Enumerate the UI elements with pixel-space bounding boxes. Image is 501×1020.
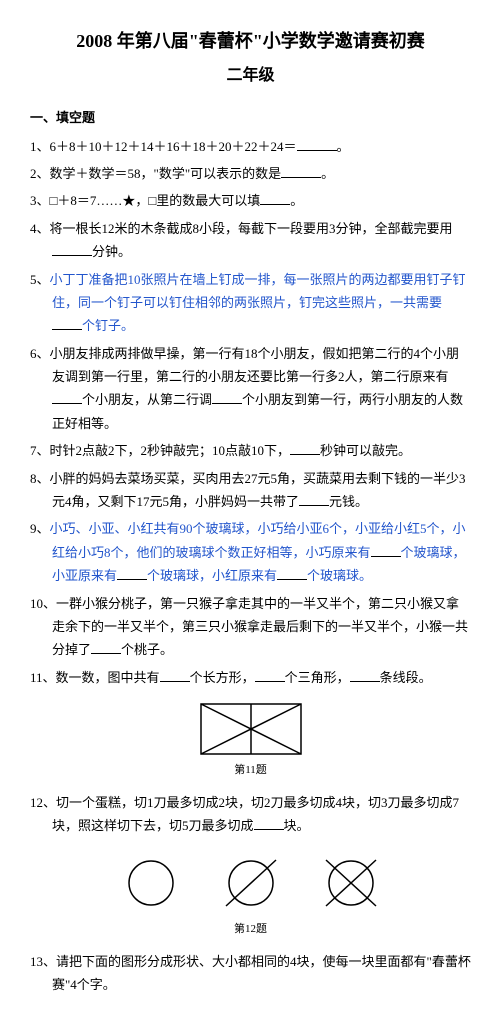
q4-text: 将一根长12米的木条截成8小段，每截下一段要用3分钟，全部截完要用 xyxy=(50,221,453,236)
q7-blank xyxy=(290,441,320,455)
q6-blank1 xyxy=(52,390,82,404)
q10: 一群小猴分桃子，第一只猴子拿走其中的一半又半个，第二只小猴又拿走余下的一半又半个… xyxy=(30,592,471,662)
q1: 6＋8＋10＋12＋14＋16＋18＋20＋22＋24＝。 xyxy=(30,135,471,158)
q10-tail: 个桃子。 xyxy=(121,642,173,657)
q9-blank1 xyxy=(371,543,401,557)
q6-text: 小朋友排成两排做早操，第一行有18个小朋友，假如把第二行的4个小朋友调到第一行里… xyxy=(50,346,460,384)
fig11-svg xyxy=(191,699,311,759)
fig11-caption: 第11题 xyxy=(52,761,471,781)
q12-blank xyxy=(254,816,284,830)
question-list: 6＋8＋10＋12＋14＋16＋18＋20＋22＋24＝。 数学＋数学＝58，"… xyxy=(30,135,471,997)
fig11-wrap: 第11题 xyxy=(52,699,471,781)
q8-text: 小胖的妈妈去菜场买菜，买肉用去27元5角，买蔬菜用去剩下钱的一半少3元4角，又剩… xyxy=(50,471,466,509)
q12: 切一个蛋糕，切1刀最多切成2块，切2刀最多切成4块，切3刀最多切成7块，照这样切… xyxy=(30,791,471,940)
q8-blank xyxy=(299,492,329,506)
q6-blank2 xyxy=(212,390,242,404)
q12-tail: 块。 xyxy=(284,818,310,833)
q3: □＋8＝7……★，□里的数最大可以填。 xyxy=(30,189,471,212)
q7-tail: 秒钟可以敲完。 xyxy=(320,443,411,458)
q4: 将一根长12米的木条截成8小段，每截下一段要用3分钟，全部截完要用分钟。 xyxy=(30,217,471,264)
q5-text: 小丁丁准备把10张照片在墙上钉成一排，每一张照片的两边都要用钉子钉住，同一个钉子… xyxy=(50,272,466,310)
q4-blank xyxy=(52,242,92,256)
q1-blank xyxy=(297,137,337,151)
q2-text: 数学＋数学＝58，"数学"可以表示的数是 xyxy=(50,166,282,181)
q11-blank2 xyxy=(255,668,285,682)
q6: 小朋友排成两排做早操，第一行有18个小朋友，假如把第二行的4个小朋友调到第一行里… xyxy=(30,342,471,436)
q10-blank xyxy=(91,640,121,654)
q11-a: 数一数，图中共有 xyxy=(56,670,160,685)
q11-b: 个长方形， xyxy=(190,670,255,685)
q11-d: 条线段。 xyxy=(380,670,432,685)
q8: 小胖的妈妈去菜场买菜，买肉用去27元5角，买蔬菜用去剩下钱的一半少3元4角，又剩… xyxy=(30,467,471,514)
section-1-heading: 一、填空题 xyxy=(30,106,471,129)
q9-text3: 个玻璃球，小红原来有 xyxy=(147,568,277,583)
q1-text: 6＋8＋10＋12＋14＋16＋18＋20＋22＋24＝ xyxy=(50,139,297,154)
fig12-wrap: 第12题 xyxy=(52,848,471,940)
q7-text: 时针2点敲2下，2秒钟敲完；10点敲10下， xyxy=(50,443,291,458)
q11-blank1 xyxy=(160,668,190,682)
q5-blank xyxy=(52,316,82,330)
q5: 小丁丁准备把10张照片在墙上钉成一排，每一张照片的两边都要用钉子钉住，同一个钉子… xyxy=(30,268,471,338)
q7: 时针2点敲2下，2秒钟敲完；10点敲10下， 秒钟可以敲完。 xyxy=(30,439,471,462)
q3-blank xyxy=(260,191,290,205)
q9-text4: 个玻璃球。 xyxy=(307,568,372,583)
q6-text2: 个小朋友，从第二行调 xyxy=(82,392,212,407)
q11: 数一数，图中共有 个长方形， 个三角形， 条线段。 第11题 xyxy=(30,666,471,781)
q2-blank xyxy=(281,164,321,178)
fig12-svg xyxy=(101,848,401,918)
q13-text: 请把下面的图形分成形状、大小都相同的4块，使每一块里面都有"春蕾杯赛"4个字。 xyxy=(52,954,471,992)
q9-blank2 xyxy=(117,566,147,580)
q5-tail: 个钉子。 xyxy=(82,318,134,333)
q11-blank3 xyxy=(350,668,380,682)
q3-text: □＋8＝7……★，□里的数最大可以填 xyxy=(50,193,261,208)
q9-blank3 xyxy=(277,566,307,580)
q4-tail: 分钟。 xyxy=(92,244,131,259)
page-title: 2008 年第八届"春蕾杯"小学数学邀请赛初赛 xyxy=(30,25,471,57)
q8-tail: 元钱。 xyxy=(329,494,368,509)
q2: 数学＋数学＝58，"数学"可以表示的数是。 xyxy=(30,162,471,185)
q13: 请把下面的图形分成形状、大小都相同的4块，使每一块里面都有"春蕾杯赛"4个字。 xyxy=(30,950,471,997)
fig12-caption: 第12题 xyxy=(52,920,471,940)
subtitle: 二年级 xyxy=(30,62,471,91)
q11-c: 个三角形， xyxy=(285,670,350,685)
